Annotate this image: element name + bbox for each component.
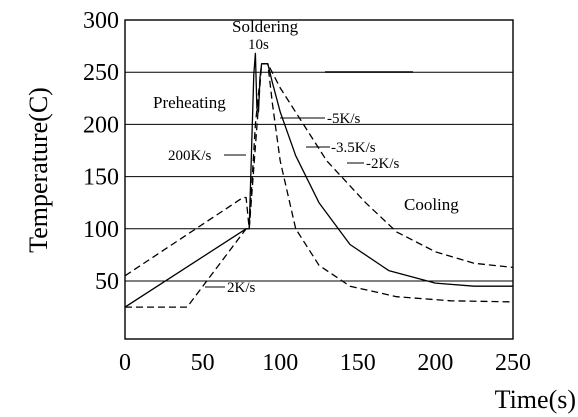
- annotation-2ks: 2K/s: [227, 280, 256, 296]
- y-axis-label: Temperature(C): [24, 87, 53, 253]
- annotation-cooling: Cooling: [404, 195, 459, 214]
- annotation-10s: 10s: [248, 37, 269, 53]
- y-tick-label: 50: [95, 269, 119, 295]
- annotation-m5ks: -5K/s: [327, 111, 360, 127]
- annotation-m2ks: -2K/s: [366, 156, 399, 172]
- y-tick-label: 200: [83, 112, 119, 138]
- y-tick-label: 250: [83, 60, 119, 86]
- annotation-preheating: Preheating: [153, 93, 226, 112]
- series-lines: [124, 52, 514, 308]
- x-tick-label: 0: [119, 350, 131, 376]
- y-tick-label: 100: [83, 217, 119, 243]
- annotation-soldering: Soldering: [232, 17, 299, 36]
- x-tick-label: 50: [191, 350, 215, 376]
- y-tick-label: 150: [83, 165, 119, 191]
- x-tick-label: 250: [495, 350, 531, 376]
- annotations: Soldering 10s Preheating 200K/s -5K/s -3…: [153, 17, 459, 296]
- y-tick-labels: 50 100 150 200 250 300: [83, 8, 119, 295]
- series-line-3: [124, 63, 514, 277]
- annotation-m35ks: -3.5K/s: [331, 140, 376, 156]
- x-tick-label: 200: [417, 350, 453, 376]
- y-tick-label: 300: [83, 8, 119, 34]
- x-tick-label: 150: [340, 350, 376, 376]
- series-line-2: [124, 52, 513, 308]
- annotation-200ks: 200K/s: [168, 148, 212, 164]
- gridlines: [125, 71, 513, 282]
- x-tick-label: 100: [262, 350, 298, 376]
- series-line-1: [125, 63, 514, 308]
- x-axis-label: Time(s): [495, 385, 576, 414]
- x-tick-labels: 0 50 100 150 200 250: [119, 350, 531, 376]
- plot-frame: [124, 19, 514, 340]
